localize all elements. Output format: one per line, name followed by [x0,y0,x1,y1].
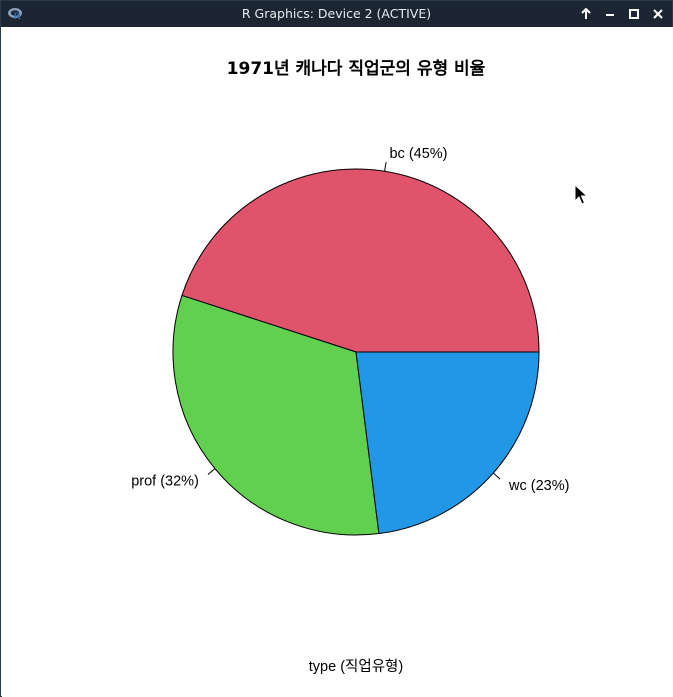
pie-label-tick-bc [384,162,387,172]
chart-title: 1971년 캐나다 직업군의 유형 비율 [227,58,486,79]
pie-labels: bc (45%) prof (32%) wc (23%) [131,146,569,494]
svg-text:R: R [14,11,21,21]
pie-slice-prof [172,294,380,536]
pie-label-tick-wc [492,472,501,480]
pie-label-prof: prof (32%) [131,473,199,489]
pie-slices [172,168,540,536]
pie-label-wc: wc (23%) [508,478,569,494]
pie-slice-wc [355,351,540,535]
x-axis-label: type (직업유형) [309,658,403,675]
pie-label-tick-prof [207,468,216,475]
maximize-icon[interactable] [625,5,643,23]
mouse-cursor-icon [574,184,588,205]
minimize-icon[interactable] [601,5,619,23]
plot-area: 1971년 캐나다 직업군의 유형 비율 bc (45%) prof (32%) w… [2,27,673,697]
keep-above-icon[interactable] [577,5,595,23]
close-icon[interactable] [649,5,667,23]
window-title: R Graphics: Device 2 (ACTIVE) [241,6,432,21]
pie-label-bc: bc (45%) [389,146,447,162]
window-titlebar[interactable]: R R Graphics: Device 2 (ACTIVE) [1,1,672,27]
r-app-icon[interactable]: R [7,6,23,22]
pie-chart: 1971년 캐나다 직업군의 유형 비율 bc (45%) prof (32%) w… [131,58,569,675]
pie-slice-bc [181,168,540,353]
